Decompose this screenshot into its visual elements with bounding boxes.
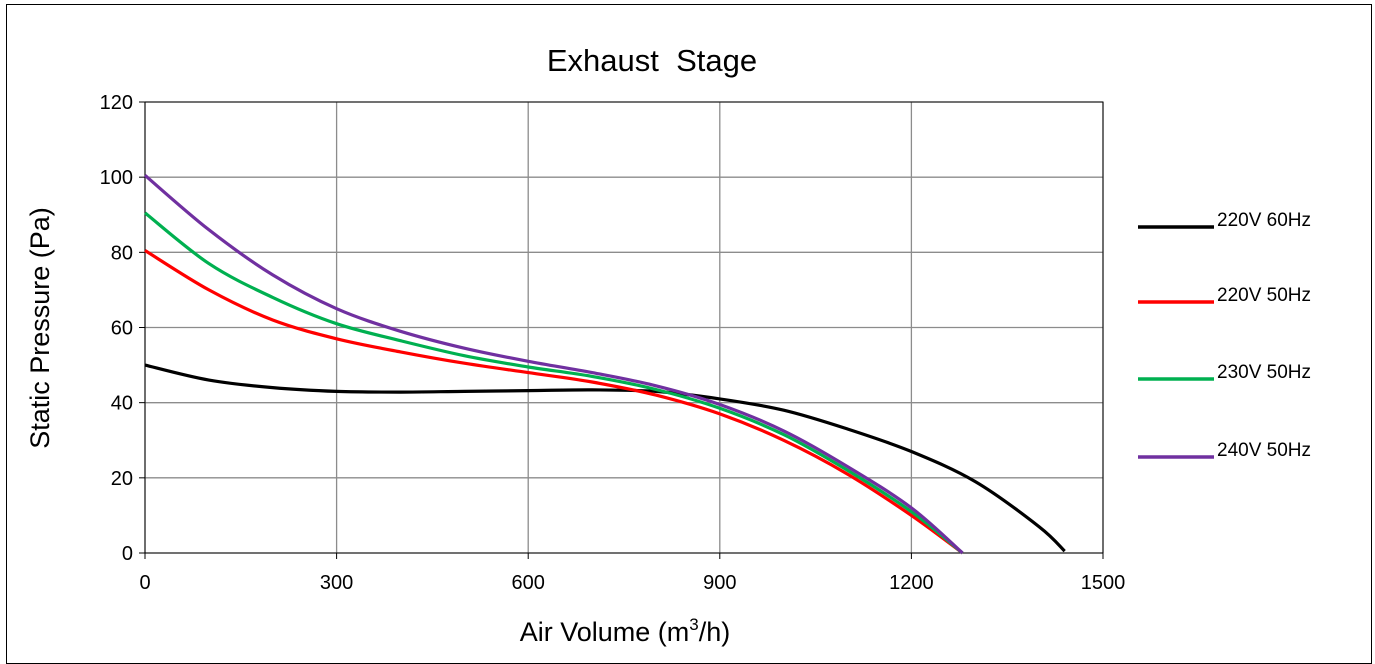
y-tick-label: 120 (100, 92, 133, 114)
legend: 220V 60Hz 220V 50Hz 230V 50Hz 240V 50Hz (1138, 210, 1311, 461)
x-axis-label-sup: 3 (689, 615, 698, 634)
legend-label: 240V 50Hz (1217, 440, 1311, 461)
x-tick-labels: 0 300 600 900 1200 1500 (139, 553, 1125, 594)
y-tick-label: 100 (100, 167, 133, 189)
series-line-3 (143, 174, 964, 555)
legend-label: 220V 60Hz (1217, 210, 1311, 231)
grid-lines (144, 101, 1104, 554)
legend-label: 220V 50Hz (1217, 285, 1311, 306)
chart-frame (6, 4, 1372, 664)
y-axis-label: Static Pressure (Pa) (25, 207, 55, 449)
y-tick-label: 20 (111, 468, 133, 490)
x-tick-label: 600 (512, 572, 545, 594)
series-line-1 (144, 249, 964, 555)
chart-title: Exhaust Stage (547, 43, 757, 78)
x-tick-label: 300 (320, 572, 353, 594)
x-tick-label: 1200 (889, 572, 934, 594)
series-lines (143, 174, 1066, 555)
y-tick-label: 40 (111, 393, 133, 415)
x-axis-label-main: Air Volume (m (520, 617, 690, 647)
y-tick-labels: 0 20 40 60 80 100 120 (100, 92, 145, 565)
legend-label: 230V 50Hz (1217, 362, 1311, 383)
x-axis-label-tail: /h) (699, 617, 731, 647)
x-axis-label: Air Volume (m3/h) (520, 615, 731, 647)
y-tick-label: 80 (111, 242, 133, 264)
y-tick-label: 0 (122, 543, 133, 565)
series-line-2 (144, 211, 964, 555)
x-tick-label: 900 (703, 572, 736, 594)
x-tick-label: 0 (139, 572, 150, 594)
x-tick-label: 1500 (1081, 572, 1126, 594)
y-tick-label: 60 (111, 318, 133, 340)
